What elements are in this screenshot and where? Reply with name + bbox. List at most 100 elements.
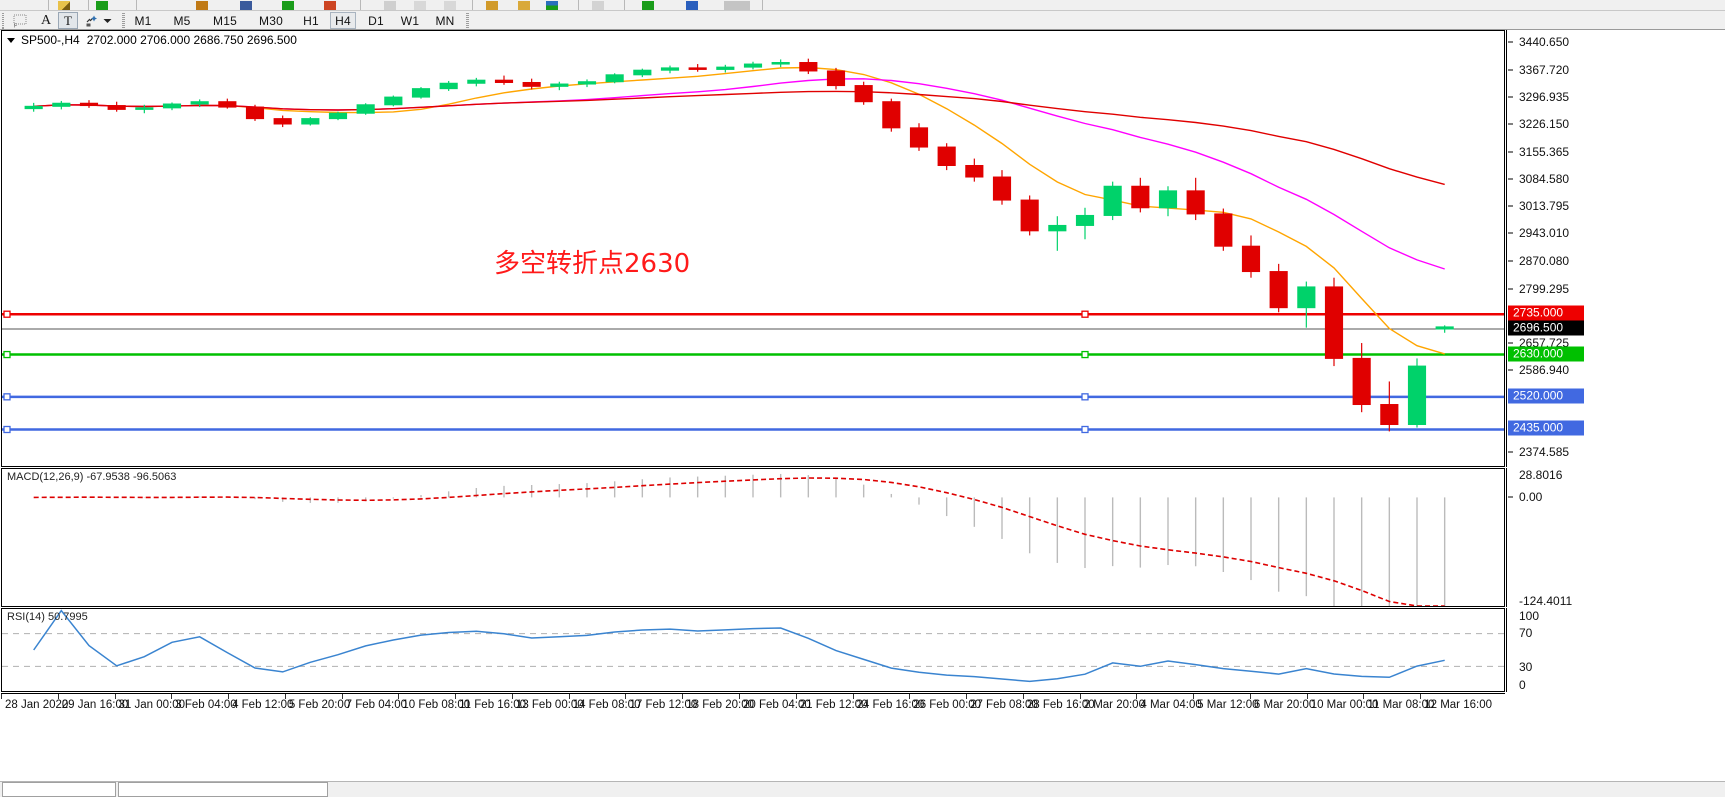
price-plot xyxy=(2,58,1504,434)
svg-text:F: F xyxy=(14,23,17,28)
price-tick-label: 3367.720 xyxy=(1519,63,1570,78)
blue-bar-icon[interactable] xyxy=(240,1,252,10)
time-axis-label: 28 Jan 2020 xyxy=(5,699,69,711)
list-icon[interactable] xyxy=(592,1,604,10)
main-toolbar[interactable]: F A T M1 M5 M15 M30 H1 H4 D1 W1 MN xyxy=(0,11,1725,43)
textlabel-tool-icon[interactable]: T xyxy=(58,12,78,29)
shift-icon[interactable] xyxy=(444,1,456,10)
price-tick-label: 3226.150 xyxy=(1519,117,1570,132)
status-pane-left[interactable] xyxy=(2,782,116,797)
macd-tick-label: 28.8016 xyxy=(1519,468,1563,482)
price-tick-mark xyxy=(1508,342,1513,344)
template-icon[interactable] xyxy=(546,1,558,10)
time-axis-tick xyxy=(1363,694,1365,699)
time-axis-label: 10 Mar 00:00 xyxy=(1310,699,1379,711)
timeframe-button-h4[interactable]: H4 xyxy=(330,12,356,29)
blue-flag-icon[interactable] xyxy=(686,1,698,10)
time-axis-tick xyxy=(1,694,2,699)
time-axis-tick xyxy=(625,694,627,699)
price-tick-mark xyxy=(1508,41,1513,43)
time-axis[interactable]: 28 Jan 2020 29 Jan 16:00 31 Jan 00:00 3 Feb… xyxy=(1,693,1505,715)
price-tick-label: 3440.650 xyxy=(1519,35,1570,50)
amber-dot-icon[interactable] xyxy=(518,1,530,10)
top-toolbar-strip[interactable] xyxy=(0,0,1725,11)
time-axis-label: 6 Mar 20:00 xyxy=(1253,699,1316,711)
time-axis-label: 17 Feb 12:00 xyxy=(629,699,698,711)
rsi-tick-label: 100 xyxy=(1519,609,1540,623)
time-axis-tick xyxy=(57,694,59,699)
price-tick-mark xyxy=(1508,151,1513,153)
rsi-pane[interactable]: RSI(14) 50.7995 xyxy=(1,608,1505,692)
timeframe-button-m30[interactable]: M30 xyxy=(259,13,283,28)
macd-plot xyxy=(33,473,1446,606)
macd-tick-label: 0.00 xyxy=(1519,489,1543,504)
grid-icon[interactable] xyxy=(384,1,396,10)
chevron-down-icon[interactable] xyxy=(7,37,15,43)
objects-dropdown-icon[interactable] xyxy=(100,12,114,29)
bottom-status-bar[interactable] xyxy=(0,781,1725,797)
red-marker-icon[interactable] xyxy=(324,1,336,10)
time-axis-label: 7 Feb 04:00 xyxy=(345,699,407,711)
timeframe-button-m15[interactable]: M15 xyxy=(213,13,237,28)
timeframe-button-m1[interactable]: M1 xyxy=(134,13,152,28)
price-tick-label: 3296.935 xyxy=(1519,90,1570,105)
macd-tick-mark xyxy=(1508,496,1513,498)
symbol-label: SP500-,H4 xyxy=(21,33,80,47)
timeframe-button-mn[interactable]: MN xyxy=(435,13,455,28)
text-tool-icon[interactable]: A xyxy=(40,12,52,28)
time-axis-tick xyxy=(1306,694,1308,699)
green-square-icon[interactable] xyxy=(96,1,108,10)
time-axis-tick xyxy=(114,694,116,699)
rsi-tick-label: 0 xyxy=(1519,678,1526,692)
time-axis-label: 2 Mar 20:00 xyxy=(1083,699,1145,711)
price-pane[interactable]: 多空转折点2630 xyxy=(1,30,1505,467)
time-axis-label: 27 Feb 08:00 xyxy=(970,699,1038,711)
price-tick-mark xyxy=(1508,369,1513,371)
price-tag-pivot-line[interactable]: 2630.000 xyxy=(1508,346,1584,362)
price-tick-label: 2799.295 xyxy=(1519,281,1570,296)
objects-icon[interactable] xyxy=(82,12,102,29)
price-tick-mark xyxy=(1508,205,1513,207)
price-tick-label: 3084.580 xyxy=(1519,171,1570,186)
time-axis-label: 10 Feb 08:00 xyxy=(402,699,471,711)
price-tag-support-line-2[interactable]: 2435.000 xyxy=(1508,420,1584,436)
price-tick-label: 2870.080 xyxy=(1519,254,1570,269)
price-tag-support-line-1[interactable]: 2520.000 xyxy=(1508,388,1584,404)
grey-button-icon[interactable] xyxy=(724,1,750,10)
timeframe-button-h1[interactable]: H1 xyxy=(303,13,319,28)
time-axis-label: 20 Feb 04:00 xyxy=(743,699,811,711)
green-arrow-icon[interactable] xyxy=(282,1,294,10)
pencil-icon[interactable] xyxy=(58,1,70,10)
timeframe-button-w1[interactable]: W1 xyxy=(400,13,420,28)
rsi-scale[interactable]: 100 70 30 0 xyxy=(1506,608,1725,692)
price-scale-axis xyxy=(1506,30,1507,467)
time-axis-label: 29 Jan 16:00 xyxy=(61,699,129,711)
time-axis-label: 5 Mar 12:00 xyxy=(1197,699,1259,711)
price-scale[interactable]: 3440.650 3367.720 3296.935 3226.150 3155.365… xyxy=(1506,30,1725,467)
price-tick-label: 2586.940 xyxy=(1519,363,1570,378)
rsi-tick-label: 30 xyxy=(1519,659,1533,674)
crosshair-icon[interactable]: F xyxy=(10,12,32,29)
macd-pane[interactable]: MACD(12,26,9) -67.9538 -96.5063 xyxy=(1,468,1505,607)
price-tag-last-price[interactable]: 2696.500 xyxy=(1508,320,1584,336)
status-pane-right[interactable] xyxy=(118,782,328,797)
time-axis-tick xyxy=(228,694,230,699)
time-axis-label: 12 Mar 16:00 xyxy=(1424,699,1492,711)
time-axis-tick xyxy=(398,694,400,699)
timeframe-button-m5[interactable]: M5 xyxy=(173,13,191,28)
ohlc-values: 2702.000 2706.000 2686.750 2696.500 xyxy=(86,33,297,47)
timeframe-button-d1[interactable]: D1 xyxy=(368,13,384,28)
green-flag-icon[interactable] xyxy=(642,1,654,10)
orange-dot-icon[interactable] xyxy=(486,1,498,10)
period-icon[interactable] xyxy=(414,1,426,10)
price-tick-label: 2374.585 xyxy=(1519,444,1570,459)
toolbar-grip[interactable] xyxy=(2,13,8,43)
scale-corner xyxy=(1506,693,1725,717)
price-tag-resistance-line[interactable]: 2735.000 xyxy=(1508,305,1584,321)
price-tick-mark xyxy=(1508,288,1513,289)
orange-marker-icon[interactable] xyxy=(196,1,208,10)
rsi-plot xyxy=(2,609,1504,683)
macd-scale[interactable]: 28.8016 0.00 -124.4011 xyxy=(1506,468,1725,608)
time-axis-tick xyxy=(1420,694,1422,699)
rsi-label: RSI(14) 50.7995 xyxy=(7,611,88,623)
